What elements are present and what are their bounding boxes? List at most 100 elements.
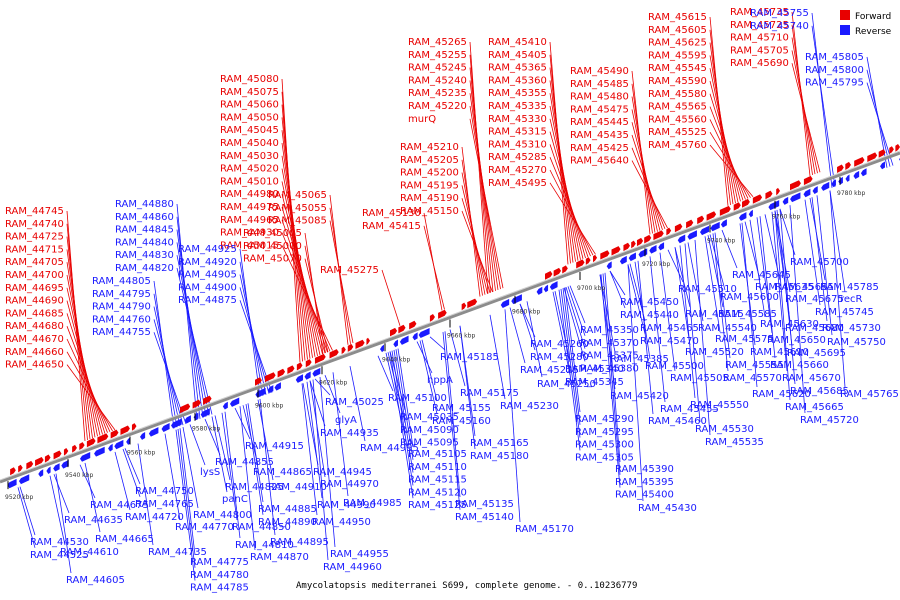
reverse-gene-label: RAM_44935 [320, 428, 379, 439]
forward-gene [429, 313, 435, 322]
legend-forward-swatch [840, 10, 850, 20]
forward-gene [390, 327, 398, 337]
legend-reverse-label: Reverse [855, 27, 892, 37]
forward-gene-label: RAM_45255 [408, 50, 467, 61]
reverse-gene [38, 469, 44, 477]
reverse-label-connector [442, 332, 461, 510]
reverse-gene [399, 335, 409, 345]
forward-label-connector [66, 364, 116, 431]
forward-gene [733, 202, 741, 211]
reverse-gene-label: lysS [200, 467, 220, 478]
reverse-label-connector [449, 329, 466, 387]
forward-gene-label: RAM_45085 [268, 216, 327, 227]
reverse-label-connector [137, 443, 154, 546]
forward-gene [545, 271, 553, 280]
forward-gene [110, 429, 119, 439]
reverse-label-connector [565, 286, 586, 349]
reverse-gene-label: RAM_45800 [805, 65, 864, 76]
forward-gene-label: RAM_45190 [400, 193, 459, 204]
reverse-label-connector [554, 291, 571, 363]
reverse-label-connector [53, 474, 70, 514]
forward-gene-label: RAM_45625 [648, 38, 707, 49]
reverse-gene-label: RAM_45025 [325, 397, 384, 408]
forward-gene-label: RAM_45205 [400, 155, 459, 166]
reverse-gene-label: panC [222, 494, 248, 505]
forward-gene-label: RAM_45015 [220, 240, 279, 251]
reverse-gene [114, 439, 124, 450]
reverse-gene-label: RAM_44830 [115, 250, 174, 261]
reverse-label-connector [153, 319, 184, 426]
reverse-gene [803, 188, 811, 198]
reverse-gene-label: RAM_45280 [530, 352, 589, 363]
reverse-gene-label: RAM_45390 [615, 464, 674, 475]
reverse-gene-label: recR [840, 294, 863, 305]
forward-label-connector [66, 300, 103, 435]
forward-label-connector [66, 313, 106, 434]
forward-gene-label: RAM_45640 [570, 156, 629, 167]
reverse-gene-label: RAM_44950 [312, 517, 371, 528]
reverse-gene-label: RAM_45460 [648, 416, 707, 427]
reverse-gene-label: RAM_44610 [60, 547, 119, 558]
forward-gene [600, 250, 610, 260]
forward-label-connector [461, 185, 488, 294]
forward-gene-label: RAM_45065 [268, 190, 327, 201]
scale-tick-label: 9760 kbp [772, 214, 800, 221]
forward-gene-label: RAM_45315 [488, 127, 547, 138]
reverse-label-connector [176, 267, 213, 415]
reverse-gene-label: RAM_45765 [840, 389, 899, 400]
reverse-gene-label: RAM_45115 [408, 475, 467, 486]
forward-gene [366, 337, 370, 346]
reverse-gene [53, 463, 60, 472]
forward-gene-label: RAM_45005 [243, 228, 302, 239]
reverse-gene-label: RAM_45785 [820, 282, 879, 293]
forward-gene [314, 353, 326, 364]
forward-gene-label: RAM_45330 [488, 114, 547, 125]
reverse-gene-label: RAM_45225 [520, 365, 579, 376]
reverse-gene-label: RAM_45635 [755, 282, 814, 293]
forward-gene-label: RAM_45710 [730, 33, 789, 44]
reverse-gene-label: RAM_45805 [805, 52, 864, 63]
reverse-gene-label: RAM_45675 [785, 294, 844, 305]
reverse-label-connector [377, 355, 394, 392]
reverse-gene-label: glyA [335, 415, 357, 426]
reverse-gene-label: RAM_44870 [250, 552, 309, 563]
forward-label-connector [709, 106, 746, 200]
forward-gene [86, 438, 96, 448]
forward-label-connector [549, 144, 589, 258]
forward-gene-label: RAM_45210 [400, 142, 459, 153]
reverse-label-connector [599, 274, 616, 390]
reverse-gene [222, 401, 228, 410]
reverse-label-connector [526, 301, 543, 378]
forward-gene [409, 320, 417, 330]
forward-gene [35, 457, 44, 467]
reverse-gene-label: RAM_44605 [66, 575, 125, 586]
reverse-gene-track [7, 156, 900, 489]
reverse-gene-label: RAM_45550 [690, 400, 749, 411]
reverse-label-connector [674, 247, 691, 346]
reverse-gene [710, 221, 720, 232]
forward-gene-label: RAM_44650 [5, 360, 64, 371]
reverse-label-connector [84, 462, 101, 533]
reverse-gene [200, 408, 210, 418]
forward-label-connector [423, 225, 445, 310]
forward-gene-label: RAM_44690 [5, 296, 64, 307]
reverse-gene-label: RAM_44665 [95, 534, 154, 545]
reverse-label-connector [558, 289, 581, 451]
reverse-gene [782, 196, 789, 205]
reverse-gene [853, 170, 860, 180]
reverse-label-connector [314, 378, 331, 396]
forward-label-connector [381, 269, 401, 326]
forward-gene-label: RAM_44980 [220, 189, 279, 200]
reverse-gene [274, 382, 281, 391]
forward-gene-label: RAM_45560 [648, 114, 707, 125]
forward-gene [776, 187, 780, 196]
forward-gene-label: RAM_45435 [570, 130, 629, 141]
reverse-label-connector [124, 448, 141, 485]
forward-label-connector [66, 326, 108, 433]
reverse-label-connector [714, 232, 731, 359]
scale-tick-label: 9640 kbp [382, 356, 410, 363]
forward-gene-label: RAM_45615 [648, 12, 707, 23]
reverse-gene [184, 415, 191, 424]
reverse-label-connector [816, 195, 833, 336]
forward-label-connector [461, 210, 493, 293]
